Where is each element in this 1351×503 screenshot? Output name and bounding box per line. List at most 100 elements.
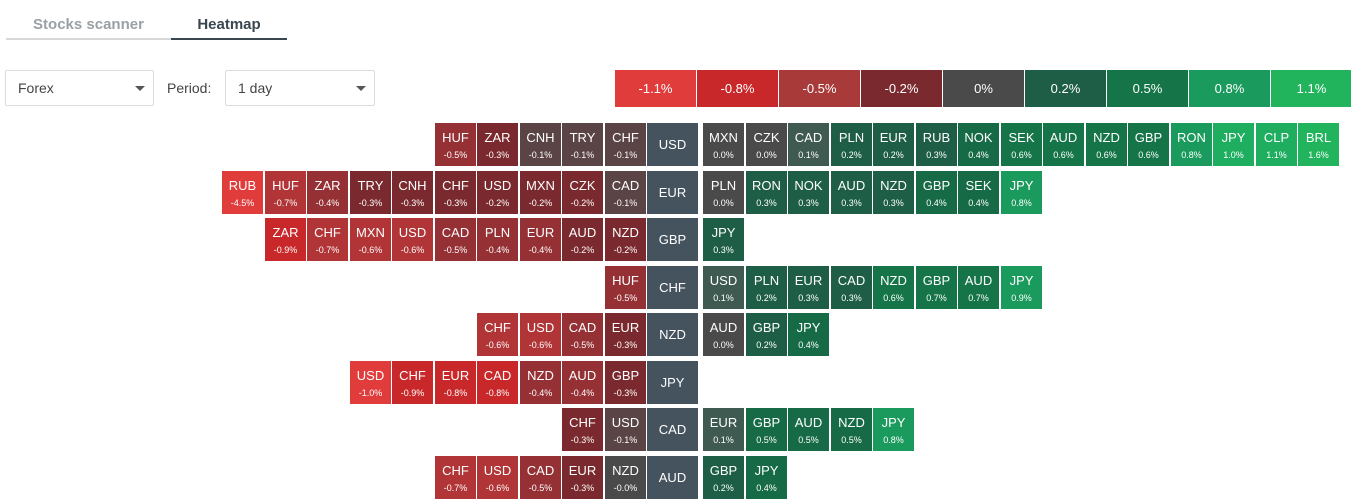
heatmap-cell[interactable]: ZAR -0.4% <box>307 171 348 214</box>
heatmap-cell[interactable]: USD -0.6% <box>477 456 518 499</box>
heatmap-cell[interactable]: AUD 0.0% <box>703 313 744 356</box>
heatmap-cell[interactable]: RUB -4.5% <box>222 171 263 214</box>
tab-heatmap[interactable]: Heatmap <box>171 10 287 40</box>
heatmap-cell[interactable]: GBP 0.7% <box>916 266 957 309</box>
heatmap-cell[interactable]: USD -0.1% <box>605 408 646 451</box>
heatmap-cell[interactable]: EUR -0.8% <box>435 361 476 404</box>
heatmap-cell[interactable]: MXN 0.0% <box>703 123 744 166</box>
heatmap-cell[interactable]: AUD 0.7% <box>958 266 999 309</box>
heatmap-cell[interactable]: JPY 1.0% <box>1213 123 1254 166</box>
base-currency-label[interactable]: CHF <box>647 266 698 309</box>
heatmap-cell[interactable]: CAD -0.5% <box>520 456 561 499</box>
heatmap-cell[interactable]: RON 0.8% <box>1171 123 1212 166</box>
heatmap-cell[interactable]: JPY 0.9% <box>1001 266 1042 309</box>
heatmap-cell[interactable]: USD -1.0% <box>350 361 391 404</box>
heatmap-cell[interactable]: CHF -0.7% <box>307 218 348 261</box>
heatmap-cell[interactable]: CHF -0.3% <box>435 171 476 214</box>
heatmap-cell[interactable]: PLN 0.2% <box>746 266 787 309</box>
heatmap-cell[interactable]: CHF -0.1% <box>605 123 646 166</box>
heatmap-cell[interactable]: TRY -0.3% <box>350 171 391 214</box>
heatmap-cell[interactable]: NZD -0.4% <box>520 361 561 404</box>
market-select[interactable]: Forex <box>5 70 154 106</box>
heatmap-cell[interactable]: USD -0.6% <box>392 218 433 261</box>
heatmap-cell[interactable]: SEK 0.4% <box>958 171 999 214</box>
heatmap-cell[interactable]: CLP 1.1% <box>1256 123 1297 166</box>
heatmap-cell[interactable]: CAD -0.1% <box>605 171 646 214</box>
heatmap-cell[interactable]: HUF -0.5% <box>435 123 476 166</box>
heatmap-cell[interactable]: AUD -0.4% <box>562 361 603 404</box>
heatmap-cell[interactable]: PLN 0.2% <box>831 123 872 166</box>
heatmap-cell[interactable]: EUR -0.4% <box>520 218 561 261</box>
base-currency-label[interactable]: USD <box>647 123 698 166</box>
heatmap-cell[interactable]: GBP 0.6% <box>1128 123 1169 166</box>
heatmap-cell[interactable]: PLN 0.0% <box>703 171 744 214</box>
heatmap-cell[interactable]: JPY 0.4% <box>746 456 787 499</box>
heatmap-cell[interactable]: GBP 0.4% <box>916 171 957 214</box>
heatmap-cell[interactable]: AUD 0.3% <box>831 171 872 214</box>
heatmap-cell[interactable]: CNH -0.1% <box>520 123 561 166</box>
heatmap-cell[interactable]: NOK 0.3% <box>788 171 829 214</box>
heatmap-cell[interactable]: NZD 0.3% <box>873 171 914 214</box>
heatmap-cell[interactable]: CHF -0.9% <box>392 361 433 404</box>
heatmap-cell[interactable]: CZK -0.2% <box>562 171 603 214</box>
heatmap-cell[interactable]: EUR -0.3% <box>605 313 646 356</box>
heatmap-cell[interactable]: JPY 0.4% <box>788 313 829 356</box>
heatmap-cell[interactable]: EUR 0.2% <box>873 123 914 166</box>
heatmap-cell[interactable]: PLN -0.4% <box>477 218 518 261</box>
heatmap-cell[interactable]: SEK 0.6% <box>1001 123 1042 166</box>
base-currency-label[interactable]: AUD <box>647 456 698 499</box>
heatmap-cell[interactable]: JPY 0.8% <box>1001 171 1042 214</box>
heatmap-cell[interactable]: NOK 0.4% <box>958 123 999 166</box>
heatmap-cell[interactable]: CZK 0.0% <box>746 123 787 166</box>
heatmap-cell[interactable]: ZAR -0.9% <box>265 218 306 261</box>
heatmap-cell[interactable]: CNH -0.3% <box>392 171 433 214</box>
heatmap-cell[interactable]: CHF -0.3% <box>562 408 603 451</box>
heatmap-cell[interactable]: AUD -0.2% <box>562 218 603 261</box>
heatmap-cell[interactable]: NZD 0.6% <box>873 266 914 309</box>
heatmap-cell[interactable]: RUB 0.3% <box>916 123 957 166</box>
heatmap-cell[interactable]: USD -0.6% <box>520 313 561 356</box>
heatmap-cell[interactable]: MXN -0.2% <box>520 171 561 214</box>
heatmap-cell[interactable]: GBP 0.2% <box>746 313 787 356</box>
heatmap-cell[interactable]: HUF -0.7% <box>265 171 306 214</box>
heatmap-cell[interactable]: RON 0.3% <box>746 171 787 214</box>
heatmap-cell[interactable]: AUD 0.6% <box>1043 123 1084 166</box>
heatmap-cell[interactable]: ZAR -0.3% <box>477 123 518 166</box>
heatmap-cell[interactable]: EUR 0.1% <box>703 408 744 451</box>
heatmap-cell[interactable]: USD 0.1% <box>703 266 744 309</box>
heatmap-cell[interactable]: NZD -0.2% <box>605 218 646 261</box>
heatmap-cell[interactable]: CAD -0.8% <box>477 361 518 404</box>
heatmap-cell[interactable]: CAD -0.5% <box>562 313 603 356</box>
cell-currency: NZD <box>880 273 907 288</box>
heatmap-cell[interactable]: BRL 1.6% <box>1298 123 1339 166</box>
heatmap-cell[interactable]: TRY -0.1% <box>562 123 603 166</box>
heatmap-cell[interactable]: CAD 0.3% <box>831 266 872 309</box>
heatmap-cell[interactable]: NZD 0.5% <box>831 408 872 451</box>
heatmap-cell[interactable]: CHF -0.6% <box>477 313 518 356</box>
heatmap-cell[interactable]: CAD 0.1% <box>788 123 829 166</box>
heatmap-cell[interactable]: JPY 0.8% <box>873 408 914 451</box>
tab-stocks-scanner[interactable]: Stocks scanner <box>6 10 171 40</box>
base-currency-label[interactable]: NZD <box>647 313 698 356</box>
base-currency-label[interactable]: EUR <box>647 171 698 214</box>
heatmap-cell[interactable]: CHF -0.7% <box>435 456 476 499</box>
heatmap-cell[interactable]: AUD 0.5% <box>788 408 829 451</box>
heatmap-cell[interactable]: GBP -0.3% <box>605 361 646 404</box>
period-select[interactable]: 1 day <box>225 70 375 106</box>
heatmap-cell[interactable]: MXN -0.6% <box>350 218 391 261</box>
heatmap-cell[interactable]: NZD -0.0% <box>605 456 646 499</box>
heatmap-cell[interactable]: CAD -0.5% <box>435 218 476 261</box>
heatmap-cell[interactable]: GBP 0.2% <box>703 456 744 499</box>
heatmap-cell[interactable]: JPY 0.3% <box>703 218 744 261</box>
heatmap-cell[interactable]: HUF -0.5% <box>605 266 646 309</box>
heatmap-cell[interactable]: NZD 0.6% <box>1086 123 1127 166</box>
legend-swatch: 0.5% <box>1107 70 1189 107</box>
heatmap-cell[interactable]: EUR 0.3% <box>788 266 829 309</box>
heatmap-cell[interactable]: EUR -0.3% <box>562 456 603 499</box>
base-currency-label[interactable]: GBP <box>647 218 698 261</box>
base-currency-label[interactable]: JPY <box>647 361 698 404</box>
heatmap-cell[interactable]: USD -0.2% <box>477 171 518 214</box>
heatmap-cell[interactable]: GBP 0.5% <box>746 408 787 451</box>
cell-change: -0.1% <box>528 150 553 160</box>
base-currency-label[interactable]: CAD <box>647 408 698 451</box>
